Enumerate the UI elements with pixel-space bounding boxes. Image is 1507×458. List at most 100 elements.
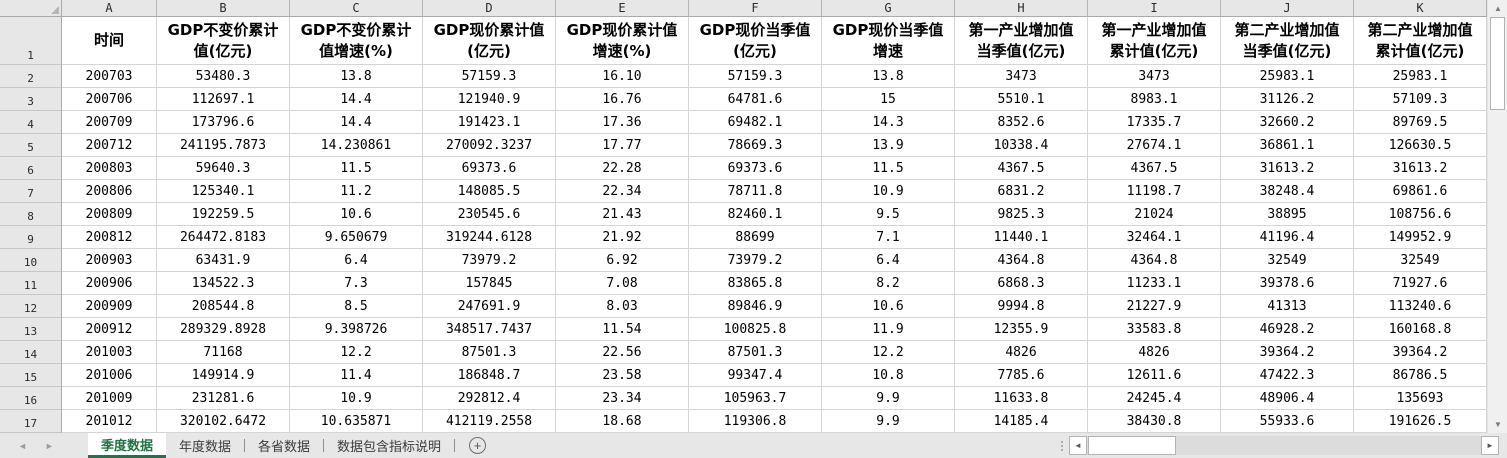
- cell-F14[interactable]: 87501.3: [689, 341, 822, 364]
- cell-D17[interactable]: 412119.2558: [423, 410, 556, 433]
- cell-J13[interactable]: 46928.2: [1221, 318, 1354, 341]
- cell-A3[interactable]: 200706: [62, 88, 157, 111]
- cell-C4[interactable]: 14.4: [290, 111, 423, 134]
- cell-I2[interactable]: 3473: [1088, 65, 1221, 88]
- column-header-C[interactable]: C: [290, 0, 423, 17]
- row-header-7[interactable]: 7: [0, 180, 62, 203]
- cell-I3[interactable]: 8983.1: [1088, 88, 1221, 111]
- cell-C15[interactable]: 11.4: [290, 364, 423, 387]
- cell-H12[interactable]: 9994.8: [955, 295, 1088, 318]
- cell-C14[interactable]: 12.2: [290, 341, 423, 364]
- cell-D5[interactable]: 270092.3237: [423, 134, 556, 157]
- cell-G2[interactable]: 13.8: [822, 65, 955, 88]
- cell-B6[interactable]: 59640.3: [157, 157, 290, 180]
- header-cell-E1[interactable]: GDP现价累计值 增速(%): [556, 17, 689, 65]
- cell-D12[interactable]: 247691.9: [423, 295, 556, 318]
- cell-A7[interactable]: 200806: [62, 180, 157, 203]
- row-header-16[interactable]: 16: [0, 387, 62, 410]
- cell-B17[interactable]: 320102.6472: [157, 410, 290, 433]
- cell-K11[interactable]: 71927.6: [1354, 272, 1487, 295]
- column-header-H[interactable]: H: [955, 0, 1088, 17]
- row-header-11[interactable]: 11: [0, 272, 62, 295]
- cell-K6[interactable]: 31613.2: [1354, 157, 1487, 180]
- cell-H2[interactable]: 3473: [955, 65, 1088, 88]
- row-header-2[interactable]: 2: [0, 65, 62, 88]
- header-cell-F1[interactable]: GDP现价当季值 (亿元): [689, 17, 822, 65]
- cell-B16[interactable]: 231281.6: [157, 387, 290, 410]
- scroll-down-icon[interactable]: ▼: [1489, 417, 1507, 432]
- cell-E2[interactable]: 16.10: [556, 65, 689, 88]
- cell-I13[interactable]: 33583.8: [1088, 318, 1221, 341]
- cell-D4[interactable]: 191423.1: [423, 111, 556, 134]
- cell-F15[interactable]: 99347.4: [689, 364, 822, 387]
- sheet-tab-数据包含指标说明[interactable]: 数据包含指标说明: [337, 439, 442, 454]
- column-header-E[interactable]: E: [556, 0, 689, 17]
- cell-H11[interactable]: 6868.3: [955, 272, 1088, 295]
- cell-A9[interactable]: 200812: [62, 226, 157, 249]
- cell-G3[interactable]: 15: [822, 88, 955, 111]
- column-header-I[interactable]: I: [1088, 0, 1221, 17]
- cell-B14[interactable]: 71168: [157, 341, 290, 364]
- cell-E16[interactable]: 23.34: [556, 387, 689, 410]
- cell-B2[interactable]: 53480.3: [157, 65, 290, 88]
- cell-E7[interactable]: 22.34: [556, 180, 689, 203]
- cell-J14[interactable]: 39364.2: [1221, 341, 1354, 364]
- row-header-4[interactable]: 4: [0, 111, 62, 134]
- cell-J9[interactable]: 41196.4: [1221, 226, 1354, 249]
- cell-K10[interactable]: 32549: [1354, 249, 1487, 272]
- column-header-G[interactable]: G: [822, 0, 955, 17]
- cell-A8[interactable]: 200809: [62, 203, 157, 226]
- cell-I5[interactable]: 27674.1: [1088, 134, 1221, 157]
- cell-J5[interactable]: 36861.1: [1221, 134, 1354, 157]
- cell-J11[interactable]: 39378.6: [1221, 272, 1354, 295]
- cell-E14[interactable]: 22.56: [556, 341, 689, 364]
- header-cell-C1[interactable]: GDP不变价累计 值增速(%): [290, 17, 423, 65]
- cell-C6[interactable]: 11.5: [290, 157, 423, 180]
- cell-K5[interactable]: 126630.5: [1354, 134, 1487, 157]
- cell-G4[interactable]: 14.3: [822, 111, 955, 134]
- cell-F10[interactable]: 73979.2: [689, 249, 822, 272]
- cell-K2[interactable]: 25983.1: [1354, 65, 1487, 88]
- cell-F3[interactable]: 64781.6: [689, 88, 822, 111]
- cell-F8[interactable]: 82460.1: [689, 203, 822, 226]
- cell-J2[interactable]: 25983.1: [1221, 65, 1354, 88]
- header-cell-G1[interactable]: GDP现价当季值 增速: [822, 17, 955, 65]
- cell-K3[interactable]: 57109.3: [1354, 88, 1487, 111]
- cell-B7[interactable]: 125340.1: [157, 180, 290, 203]
- cell-C2[interactable]: 13.8: [290, 65, 423, 88]
- cell-B4[interactable]: 173796.6: [157, 111, 290, 134]
- cell-G8[interactable]: 9.5: [822, 203, 955, 226]
- cell-J4[interactable]: 32660.2: [1221, 111, 1354, 134]
- cell-H15[interactable]: 7785.6: [955, 364, 1088, 387]
- select-all-corner[interactable]: [0, 0, 62, 17]
- cell-D15[interactable]: 186848.7: [423, 364, 556, 387]
- cell-D7[interactable]: 148085.5: [423, 180, 556, 203]
- cell-D3[interactable]: 121940.9: [423, 88, 556, 111]
- cell-C3[interactable]: 14.4: [290, 88, 423, 111]
- cell-G10[interactable]: 6.4: [822, 249, 955, 272]
- cell-I16[interactable]: 24245.4: [1088, 387, 1221, 410]
- cell-A16[interactable]: 201009: [62, 387, 157, 410]
- vertical-scrollbar[interactable]: ▲ ▼: [1487, 0, 1507, 433]
- cell-F11[interactable]: 83865.8: [689, 272, 822, 295]
- row-header-10[interactable]: 10: [0, 249, 62, 272]
- cell-A5[interactable]: 200712: [62, 134, 157, 157]
- cell-G17[interactable]: 9.9: [822, 410, 955, 433]
- cell-G6[interactable]: 11.5: [822, 157, 955, 180]
- cell-E4[interactable]: 17.36: [556, 111, 689, 134]
- cell-F4[interactable]: 69482.1: [689, 111, 822, 134]
- cell-G14[interactable]: 12.2: [822, 341, 955, 364]
- cell-H7[interactable]: 6831.2: [955, 180, 1088, 203]
- cell-K9[interactable]: 149952.9: [1354, 226, 1487, 249]
- column-header-K[interactable]: K: [1354, 0, 1487, 17]
- cell-H16[interactable]: 11633.8: [955, 387, 1088, 410]
- cell-F17[interactable]: 119306.8: [689, 410, 822, 433]
- cell-C16[interactable]: 10.9: [290, 387, 423, 410]
- scroll-right-icon[interactable]: ►: [1481, 436, 1499, 455]
- cell-G7[interactable]: 10.9: [822, 180, 955, 203]
- prev-sheet-icon[interactable]: ◄: [18, 440, 27, 451]
- cell-E17[interactable]: 18.68: [556, 410, 689, 433]
- cell-E11[interactable]: 7.08: [556, 272, 689, 295]
- cell-F7[interactable]: 78711.8: [689, 180, 822, 203]
- cell-E8[interactable]: 21.43: [556, 203, 689, 226]
